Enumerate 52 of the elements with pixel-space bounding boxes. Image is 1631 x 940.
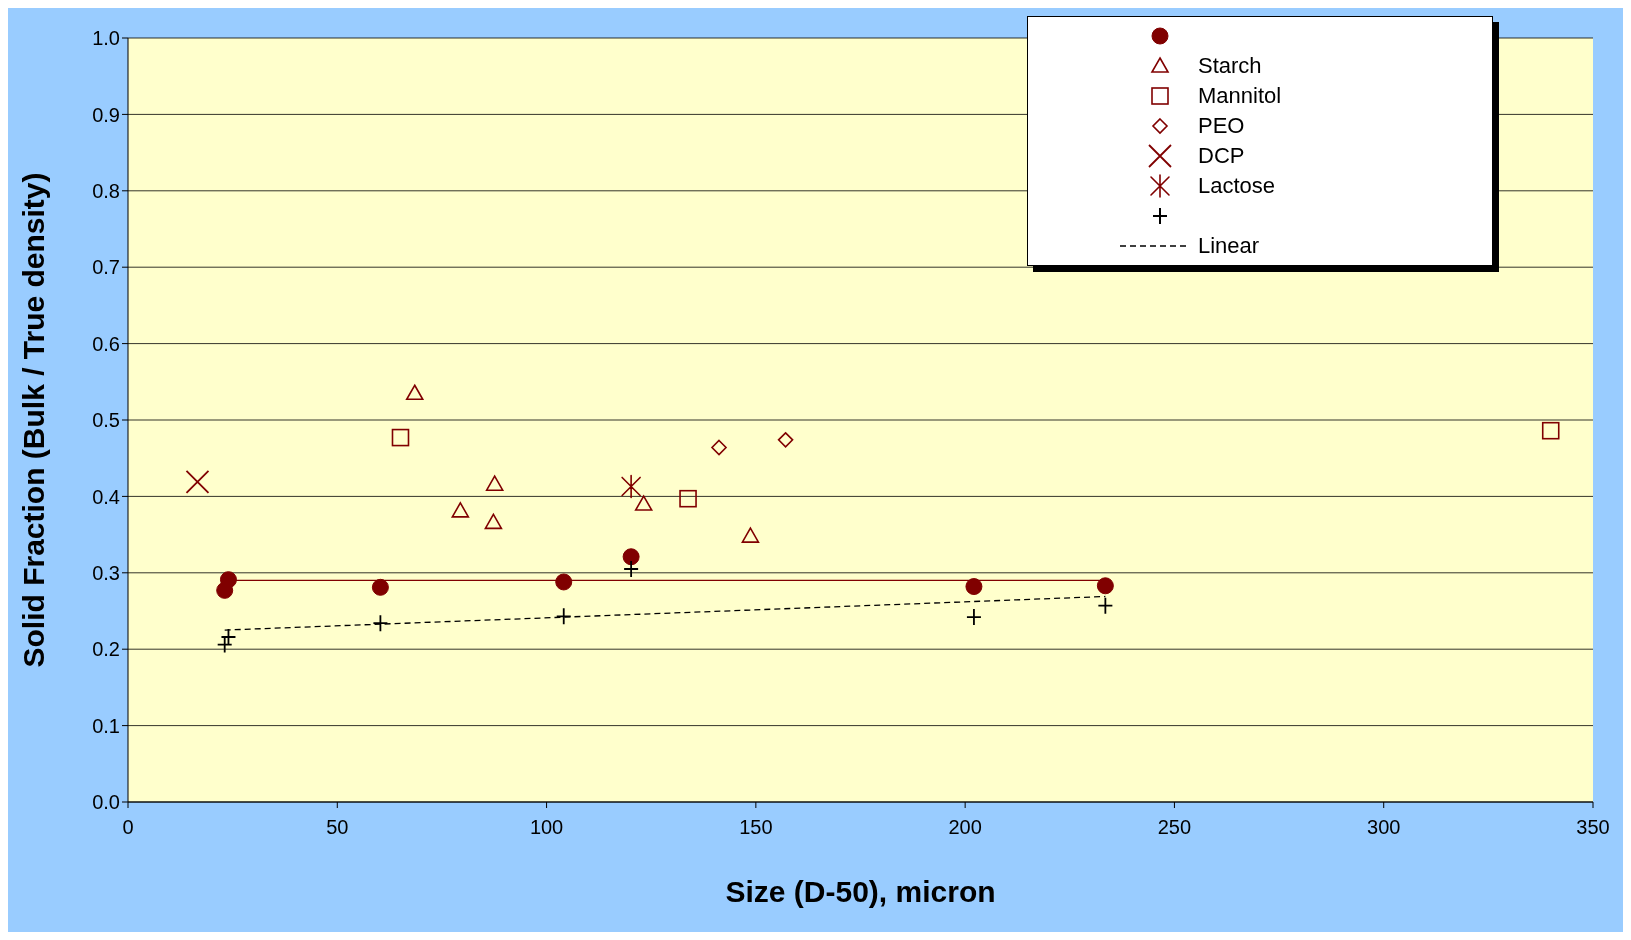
point [391,428,410,447]
point [622,548,640,566]
y-tick-label: 0.7 [92,256,120,279]
point [1096,577,1114,595]
legend-label: PEO [1198,113,1245,139]
point [777,432,794,448]
point [1097,596,1114,615]
point [371,578,389,596]
y-tick-label: 0.1 [92,714,120,737]
x-tick-label: 100 [529,816,564,839]
y-tick-label: 0.6 [92,332,120,355]
point [621,474,641,499]
x-tick-label: 0 [122,816,134,839]
point [219,571,237,589]
point [555,607,572,626]
legend-label: Lactose [1198,173,1276,199]
x-tick-label: 200 [948,816,982,839]
point [634,495,653,511]
point [1541,421,1560,440]
x-axis-title: Size (D-50), micron [725,875,996,908]
x-tick-label: 350 [1576,816,1610,839]
legend-label: Starch [1198,53,1262,79]
point [679,489,697,508]
point [405,384,424,401]
y-tick-label: 0.5 [92,409,120,432]
y-tick-label: 0.4 [92,485,120,508]
y-tick-label: 0.2 [92,638,120,661]
y-tick-label: 0.0 [92,791,120,814]
legend-label: DCP [1198,143,1245,169]
y-tick-label: 1.0 [92,27,120,50]
y-tick-label: 0.3 [92,561,120,584]
x-tick-label: 250 [1157,816,1192,839]
point [185,469,210,494]
point [711,439,727,456]
point [965,578,983,596]
point [484,513,503,530]
point [555,573,573,591]
point [451,502,470,518]
x-tick-label: 300 [1367,816,1401,839]
x-tick-label: 150 [739,816,773,839]
point [966,608,982,627]
point [372,614,389,633]
point [741,527,760,543]
y-axis-title: Solid Fraction (Bulk / True density) [16,172,50,668]
y-tick-label: 0.8 [92,179,120,202]
x-tick-label: 50 [326,816,349,839]
point [220,628,237,646]
point [485,475,504,491]
point [623,560,640,578]
y-tick-label: 0.9 [92,103,120,126]
legend-label: Mannitol [1198,83,1282,109]
legend-label: Linear [1198,233,1260,259]
